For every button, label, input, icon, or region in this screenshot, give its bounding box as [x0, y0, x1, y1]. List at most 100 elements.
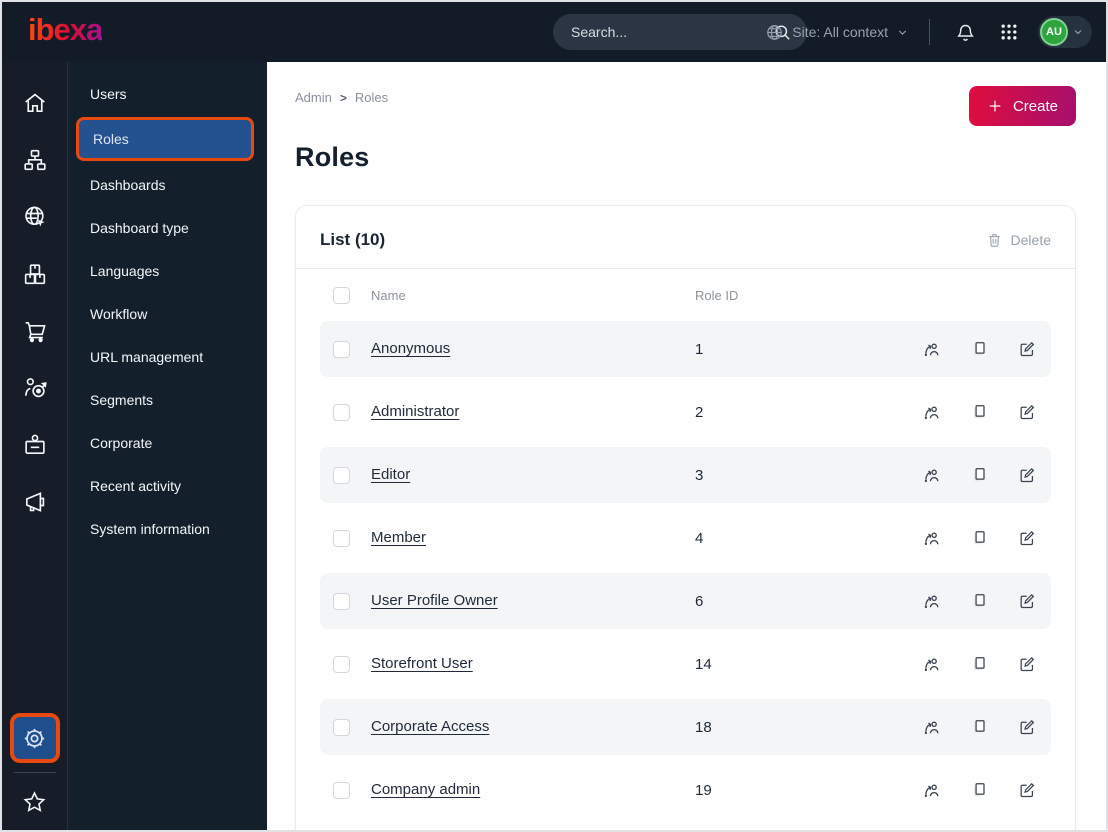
site-globe-icon[interactable]: [12, 194, 58, 240]
edit-icon[interactable]: [1016, 401, 1038, 423]
sidebar-item-languages[interactable]: Languages: [90, 262, 160, 279]
edit-icon[interactable]: [1016, 590, 1038, 612]
row-checkbox[interactable]: [333, 403, 350, 421]
copy-icon[interactable]: [968, 338, 990, 360]
role-id-value: 4: [695, 529, 704, 547]
global-search[interactable]: [553, 14, 807, 50]
sidebar-item-users[interactable]: Users: [90, 85, 127, 102]
sidebar-item-system-information[interactable]: System information: [90, 520, 210, 537]
assign-users-icon[interactable]: [920, 338, 942, 360]
copy-icon[interactable]: [968, 527, 990, 549]
role-id-value: 1: [695, 340, 704, 358]
select-all-checkbox[interactable]: [333, 286, 350, 304]
copy-icon[interactable]: [968, 779, 990, 801]
row-checkbox[interactable]: [333, 592, 350, 610]
apps-grid-icon[interactable]: [994, 17, 1024, 47]
plus-icon: [987, 98, 1003, 114]
role-name-link[interactable]: Administrator: [371, 403, 460, 420]
table-row: Storefront User 14: [320, 636, 1051, 692]
sidebar-item-workflow[interactable]: Workflow: [90, 305, 148, 322]
role-name-link[interactable]: User Profile Owner: [371, 592, 498, 609]
bookmarks-star-icon[interactable]: [12, 782, 58, 822]
site-context-label: Site: All context: [792, 24, 888, 40]
row-checkbox[interactable]: [333, 466, 350, 484]
breadcrumb: Admin > Roles: [295, 86, 388, 105]
breadcrumb-separator: >: [339, 90, 347, 105]
home-icon[interactable]: [12, 80, 58, 126]
trash-icon: [986, 232, 1003, 249]
content-tree-icon[interactable]: [12, 137, 58, 183]
sidebar-item-corporate[interactable]: Corporate: [90, 434, 153, 451]
copy-icon[interactable]: [968, 716, 990, 738]
table-row: Member 4: [320, 510, 1051, 566]
role-name-link[interactable]: Member: [371, 529, 427, 546]
assign-users-icon[interactable]: [920, 527, 942, 549]
rail-divider: [13, 772, 56, 773]
edit-icon[interactable]: [1016, 338, 1038, 360]
copy-icon[interactable]: [968, 464, 990, 486]
icon-rail: [2, 62, 68, 830]
sidebar-item-roles[interactable]: Roles: [76, 117, 254, 161]
sidebar-item-segments[interactable]: Segments: [90, 391, 154, 408]
row-checkbox[interactable]: [333, 655, 350, 673]
edit-icon[interactable]: [1016, 464, 1038, 486]
copy-icon[interactable]: [968, 401, 990, 423]
column-header-role-id: Role ID: [695, 287, 739, 303]
admin-sidebar: Users Roles Dashboards Dashboard type La…: [68, 62, 267, 830]
commerce-cart-icon[interactable]: [12, 308, 58, 354]
role-id-value: 18: [695, 718, 712, 736]
role-name-link[interactable]: Company admin: [371, 781, 481, 798]
delete-button[interactable]: Delete: [986, 232, 1051, 249]
role-name-link[interactable]: Storefront User: [371, 655, 473, 672]
table-row: Corporate Access 18: [320, 699, 1051, 755]
copy-icon[interactable]: [968, 653, 990, 675]
assign-users-icon[interactable]: [920, 590, 942, 612]
search-input[interactable]: [571, 24, 771, 40]
edit-icon[interactable]: [1016, 716, 1038, 738]
column-header-name: Name: [371, 287, 406, 303]
table-row: Anonymous 1: [320, 321, 1051, 377]
list-count-title: List (10): [320, 230, 386, 249]
table-header: Name Role ID: [320, 269, 1051, 321]
assign-users-icon[interactable]: [920, 779, 942, 801]
role-name-link[interactable]: Corporate Access: [371, 718, 490, 735]
marketing-megaphone-icon[interactable]: [12, 479, 58, 525]
row-checkbox[interactable]: [333, 781, 350, 799]
edit-icon[interactable]: [1016, 527, 1038, 549]
row-checkbox[interactable]: [333, 340, 350, 358]
assign-users-icon[interactable]: [920, 653, 942, 675]
create-button[interactable]: Create: [968, 86, 1076, 126]
copy-icon[interactable]: [968, 590, 990, 612]
main-content: Admin > Roles Create Roles List (10): [267, 62, 1106, 830]
sidebar-item-dashboards[interactable]: Dashboards: [90, 176, 166, 193]
assign-users-icon[interactable]: [920, 401, 942, 423]
admin-gear-icon[interactable]: [9, 713, 60, 763]
table-row: User Profile Owner 6: [320, 573, 1051, 629]
breadcrumb-roles[interactable]: Roles: [354, 90, 389, 105]
row-checkbox[interactable]: [333, 529, 350, 547]
sidebar-item-url-management[interactable]: URL management: [90, 348, 204, 365]
user-menu[interactable]: AU: [1038, 16, 1092, 48]
product-catalog-icon[interactable]: [12, 251, 58, 297]
edit-icon[interactable]: [1016, 779, 1038, 801]
sidebar-item-dashboard-type[interactable]: Dashboard type: [90, 219, 189, 236]
assign-users-icon[interactable]: [920, 716, 942, 738]
role-name-link[interactable]: Anonymous: [371, 340, 451, 357]
role-name-link[interactable]: Editor: [371, 466, 411, 483]
corporate-badge-icon[interactable]: [12, 422, 58, 468]
breadcrumb-admin[interactable]: Admin: [295, 90, 332, 105]
personalization-target-icon[interactable]: [12, 365, 58, 411]
role-id-value: 14: [695, 655, 712, 673]
topbar-divider: [929, 19, 930, 45]
edit-icon[interactable]: [1016, 653, 1038, 675]
delete-button-label: Delete: [1010, 232, 1051, 248]
table-row: Company admin 19: [320, 762, 1051, 818]
role-id-value: 6: [695, 592, 704, 610]
site-context-switcher[interactable]: Site: All context: [765, 23, 909, 42]
avatar[interactable]: AU: [1040, 18, 1068, 46]
assign-users-icon[interactable]: [920, 464, 942, 486]
notifications-bell-icon[interactable]: [950, 17, 980, 47]
sidebar-item-recent-activity[interactable]: Recent activity: [90, 477, 182, 494]
row-checkbox[interactable]: [333, 718, 350, 736]
